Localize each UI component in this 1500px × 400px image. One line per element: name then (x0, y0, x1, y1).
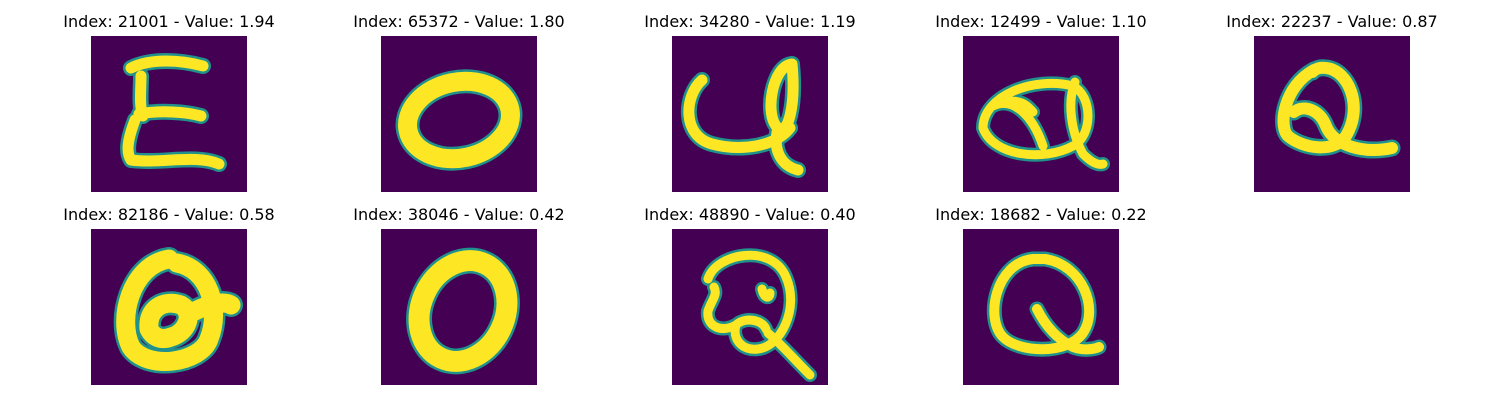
glyph-image-o (381, 36, 537, 192)
glyph-image-a (91, 229, 247, 385)
glyph-stroke (683, 58, 804, 176)
panel-title: Index: 21001 - Value: 1.94 (63, 12, 275, 31)
glyph-stroke (116, 249, 241, 371)
glyph-stroke (978, 77, 1108, 169)
glyph-image-o-2 (381, 229, 537, 385)
panel-title: Index: 82186 - Value: 0.58 (63, 205, 275, 224)
glyph-image-q-3 (1254, 36, 1410, 192)
glyph-stroke (1277, 61, 1398, 156)
glyph-stroke (398, 71, 520, 169)
panel-title: Index: 48890 - Value: 0.40 (644, 205, 856, 224)
panel-title: Index: 12499 - Value: 1.10 (935, 12, 1147, 31)
panel-title: Index: 22237 - Value: 0.87 (1226, 12, 1438, 31)
glyph-stroke (122, 55, 225, 170)
glyph-stroke (989, 254, 1104, 355)
glyph-image-q-5 (963, 229, 1119, 385)
glyph-stroke (408, 250, 518, 372)
panel-title: Index: 65372 - Value: 1.80 (353, 12, 565, 31)
glyph-image-q-4 (672, 229, 828, 385)
glyph-image-q (672, 36, 828, 192)
glyph-image-e (91, 36, 247, 192)
panel-title: Index: 34280 - Value: 1.19 (644, 12, 856, 31)
glyph-stroke (703, 250, 815, 380)
panel-title: Index: 38046 - Value: 0.42 (353, 205, 565, 224)
panel-title: Index: 18682 - Value: 0.22 (935, 205, 1147, 224)
glyph-image-q-2 (963, 36, 1119, 192)
